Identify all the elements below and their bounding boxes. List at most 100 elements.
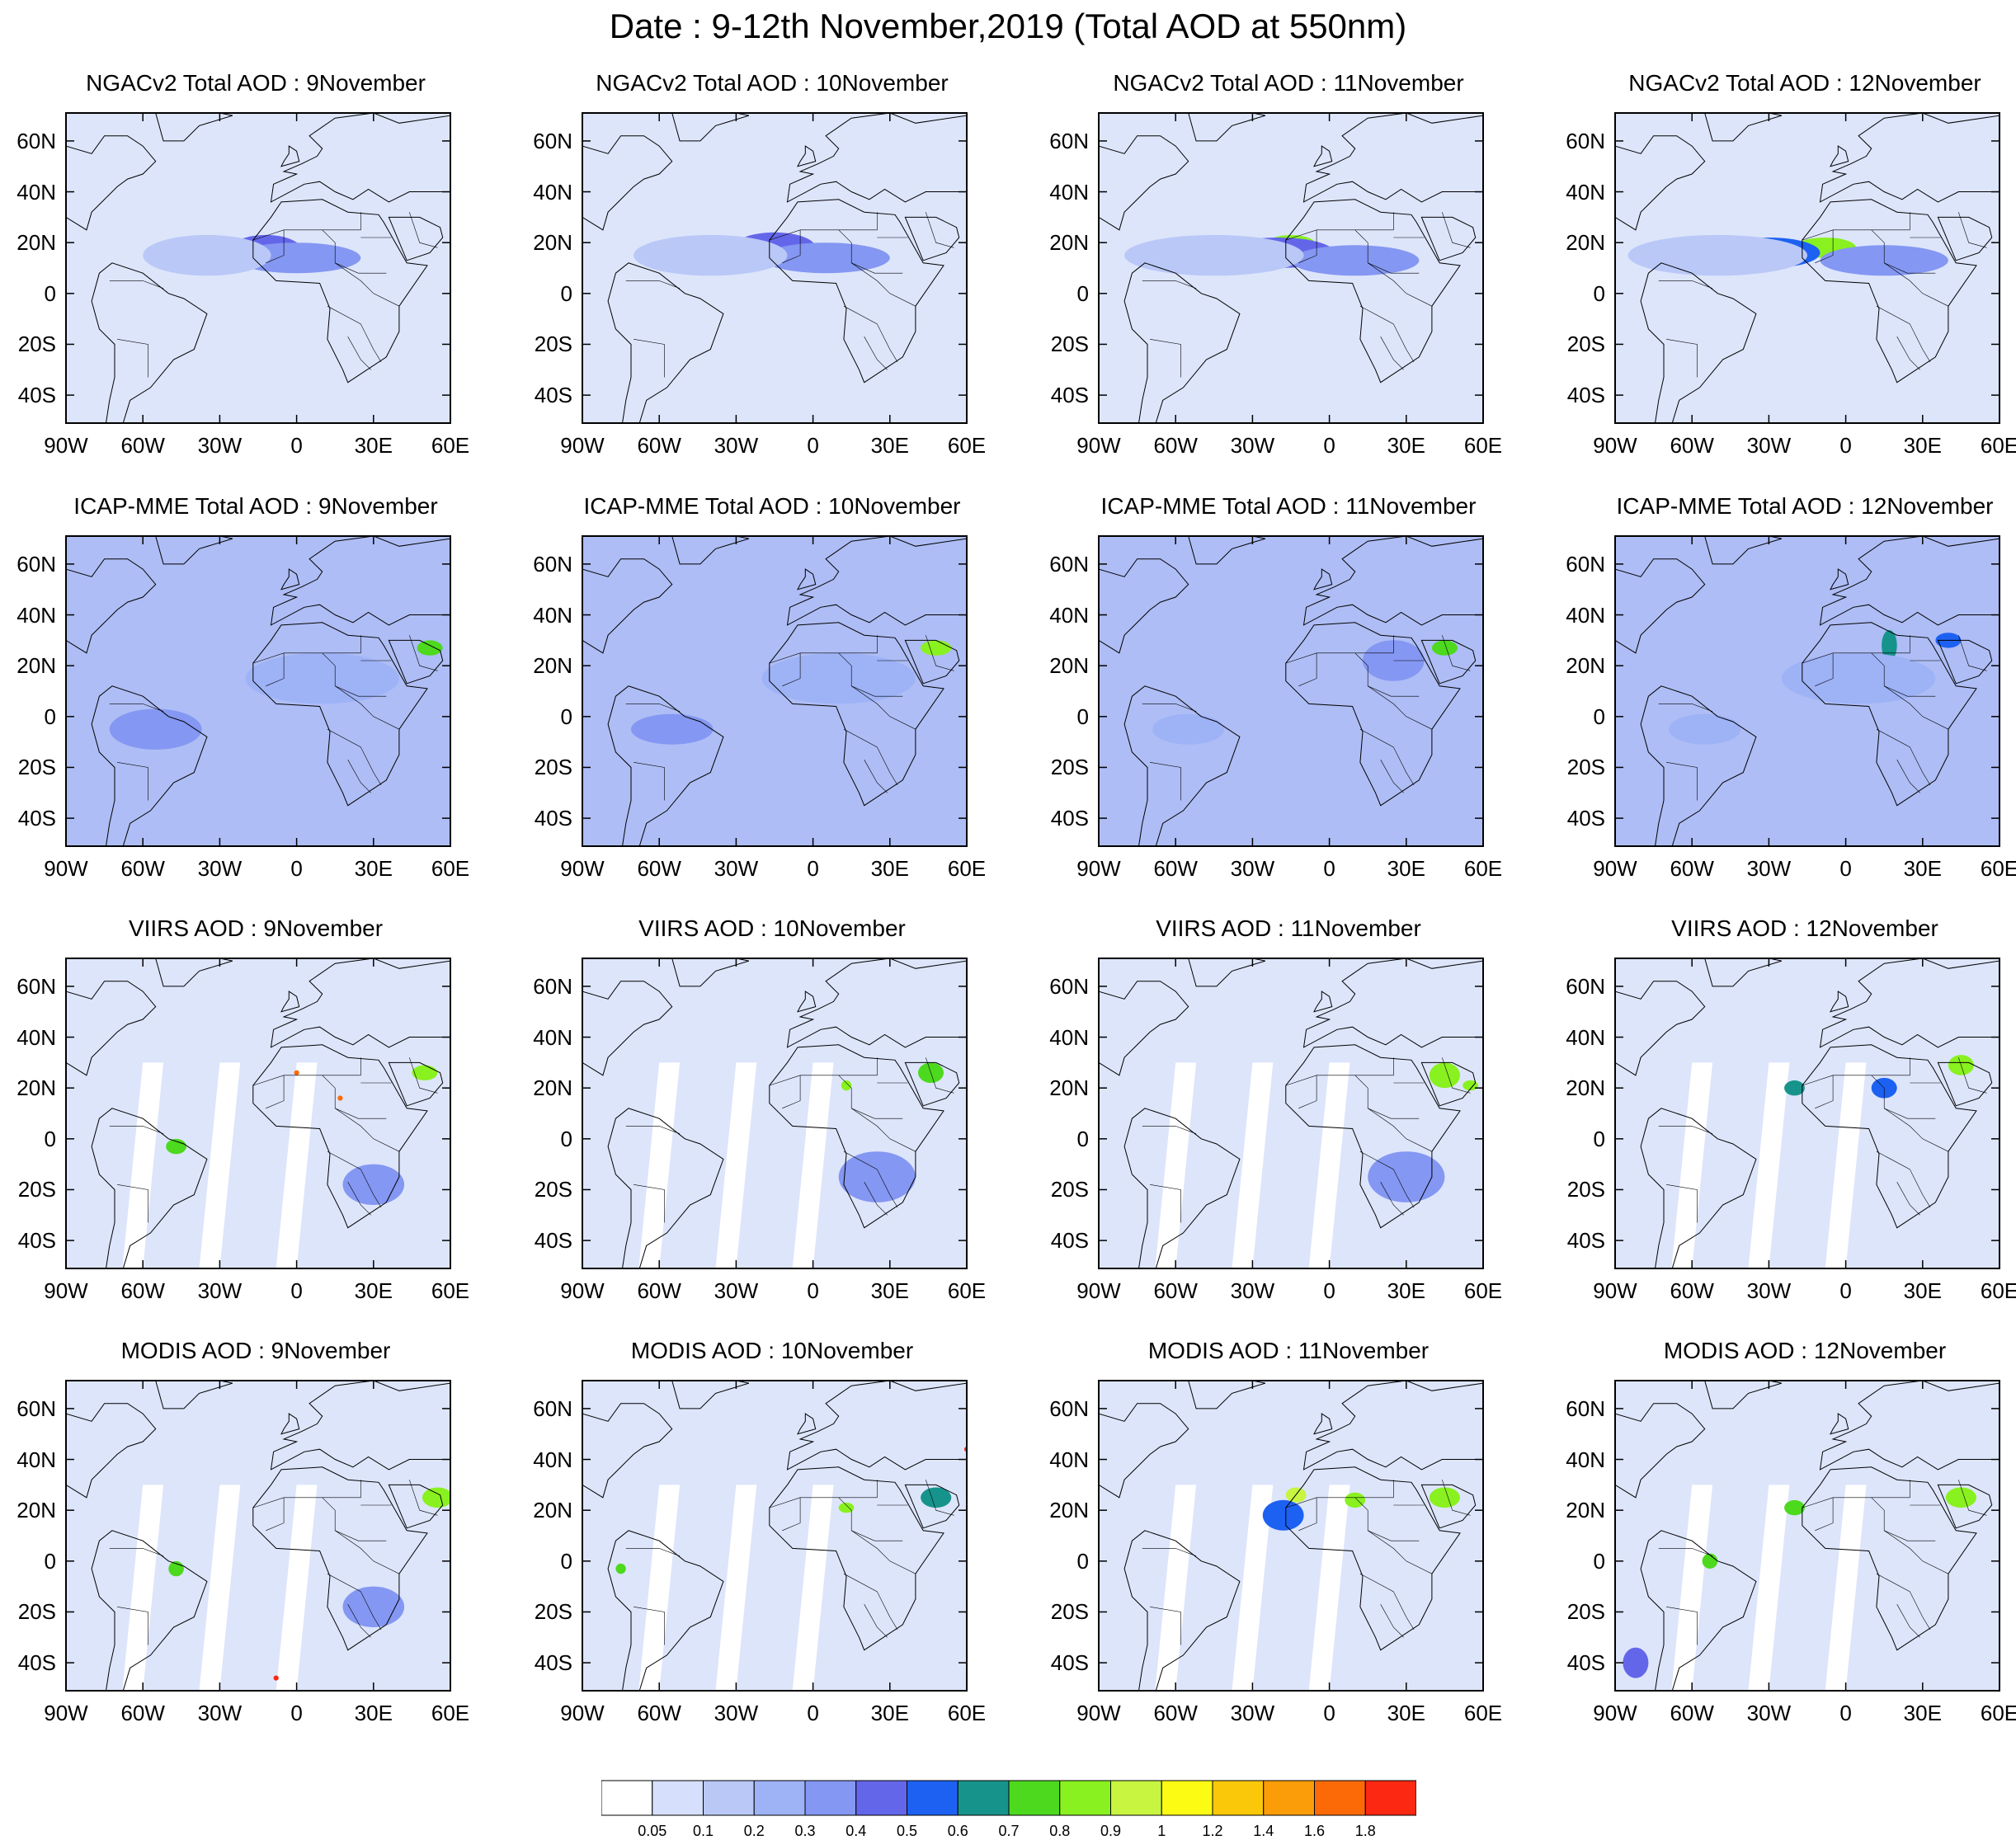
aod-background-field: [1615, 1381, 2000, 1691]
lat-label: 0: [560, 1548, 572, 1574]
map-plot: [582, 535, 968, 847]
lat-label: 0: [1593, 1126, 1605, 1151]
lat-label: 40S: [1566, 1228, 1605, 1254]
coastline: [66, 558, 157, 654]
panel-title: MODIS AOD : 12November: [1663, 1338, 1947, 1363]
country-border: [1150, 762, 1181, 801]
plot-frame: [1614, 535, 2000, 847]
panel-title: VIIRS AOD : 10November: [638, 915, 906, 941]
swath-gap: [715, 1485, 757, 1691]
lon-label: 0: [1839, 856, 1852, 881]
country-border: [117, 762, 148, 801]
plot-frame: [65, 1380, 451, 1692]
lon-label: 60E: [947, 1701, 987, 1725]
coastline: [582, 1403, 673, 1499]
swath-gap: [715, 1062, 757, 1268]
country-border: [109, 704, 164, 712]
swath-gap: [199, 1062, 241, 1268]
lat-label: 20N: [533, 653, 572, 679]
lon-label: 60E: [1980, 433, 2016, 458]
aod-hotspot: [1784, 1080, 1805, 1096]
lat-label: 40N: [1049, 179, 1089, 205]
country-border: [266, 229, 285, 264]
colorbar-box: [753, 1780, 806, 1816]
lat-label: 40S: [534, 1228, 572, 1254]
aod-hotspot: [921, 1487, 952, 1508]
coastline: [1099, 1403, 1189, 1499]
country-border: [1666, 1607, 1698, 1645]
lat-label: 20S: [17, 1599, 56, 1625]
coastline: [155, 113, 233, 142]
colorbar-box: [1161, 1780, 1213, 1816]
aod-hotspot: [342, 1586, 405, 1627]
lat-label: 0: [1076, 280, 1089, 306]
coastline: [1704, 536, 1783, 565]
country-border: [864, 1182, 888, 1216]
panel-title: NGACv2 Total AOD : 12November: [1628, 70, 1981, 96]
lon-label: 60E: [1980, 856, 2016, 881]
coastline: [1313, 991, 1333, 1013]
country-border: [1142, 280, 1197, 289]
lat-label: 20S: [17, 332, 56, 357]
coastline: [1830, 568, 1849, 591]
lat-label: 60N: [533, 551, 572, 576]
country-border: [409, 1480, 438, 1516]
lat-label: 20S: [1566, 1599, 1605, 1625]
map-panel: VIIRS AOD : 12November 60N 40N 20N 0 20S 40S 90…: [1549, 915, 2016, 1328]
lon-label: 0: [1323, 856, 1335, 881]
coastline: [1188, 536, 1266, 565]
aod-hotspot: [294, 1070, 299, 1075]
lon-label: 60E: [1463, 1701, 1503, 1725]
lat-label: 40N: [16, 602, 56, 628]
colorbar-label: 0.5: [896, 1823, 918, 1839]
lon-label: 0: [807, 1701, 819, 1725]
lat-label: 0: [1593, 704, 1605, 729]
coastline: [1285, 1466, 1461, 1651]
country-border: [843, 305, 898, 363]
swath-gap: [638, 1062, 681, 1268]
lon-label: 60E: [947, 856, 987, 881]
plot-frame: [582, 112, 968, 424]
lat-label: 20S: [17, 755, 56, 780]
lon-label: 90W: [560, 433, 605, 458]
lon-label: 0: [807, 856, 819, 881]
coastline: [252, 199, 428, 384]
lat-label: 0: [1076, 704, 1089, 729]
aod-hotspot: [1429, 1062, 1460, 1089]
colorbar-label: 1.2: [1202, 1823, 1223, 1839]
country-border: [1368, 262, 1433, 307]
swath-gap: [1232, 1062, 1274, 1268]
coastline: [252, 1044, 428, 1229]
swath-gap: [792, 1485, 834, 1691]
lon-label: 30E: [870, 1701, 909, 1725]
coastline: [1640, 1530, 1757, 1691]
map-plot: [65, 112, 451, 424]
country-border: [625, 280, 681, 289]
lat-label: 20N: [533, 230, 572, 256]
coastline: [582, 558, 673, 654]
lat-label: 20S: [534, 332, 572, 357]
coastline: [1830, 145, 1849, 167]
swath-gap: [638, 1485, 681, 1691]
lon-label: 90W: [560, 856, 605, 881]
lat-label: 60N: [16, 1395, 56, 1421]
country-border: [769, 635, 878, 664]
lat-label: 40N: [533, 179, 572, 205]
swath-gap: [792, 1062, 834, 1268]
plot-frame: [1614, 1380, 2000, 1692]
coastline: [797, 1413, 817, 1435]
country-border: [1150, 1184, 1181, 1223]
lon-label: 60E: [1463, 433, 1503, 458]
aod-hotspot: [615, 1563, 626, 1574]
colorbar-box: [652, 1780, 704, 1816]
country-border: [1380, 760, 1404, 793]
coastline: [1123, 1530, 1241, 1691]
colorbar-box: [1008, 1780, 1061, 1816]
colorbar-label: 0.1: [692, 1823, 714, 1839]
coastline: [797, 568, 817, 591]
lon-label: 30W: [1746, 856, 1792, 881]
coastline: [1802, 199, 1977, 384]
coastline: [270, 113, 450, 203]
lat-label: 40N: [1049, 602, 1089, 628]
lon-label: 0: [1839, 433, 1852, 458]
